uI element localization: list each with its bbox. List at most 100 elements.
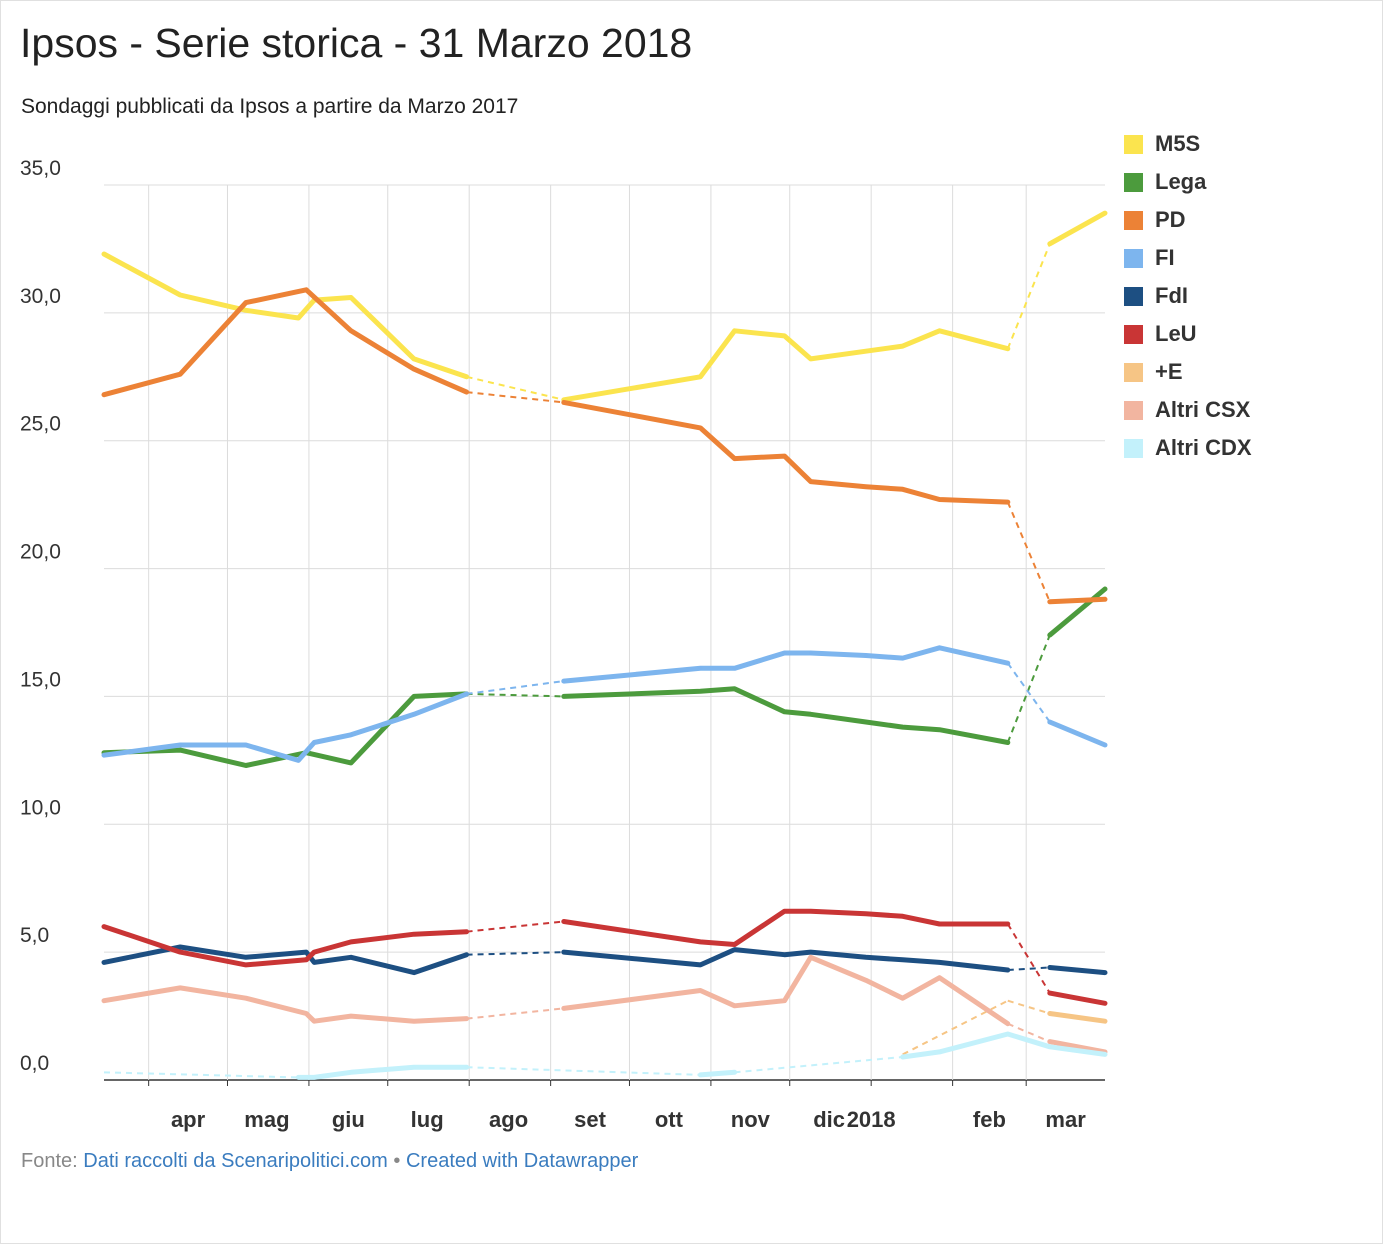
data-point: [698, 666, 702, 670]
series-line: [1047, 596, 1108, 605]
series-line: [1047, 586, 1108, 638]
data-point: [178, 743, 182, 747]
y-tick-label: 25,0: [20, 413, 61, 436]
data-point: [1006, 1032, 1010, 1036]
legend-swatch: [1124, 248, 1143, 268]
data-point: [864, 485, 868, 489]
data-point: [1048, 242, 1052, 246]
data-point: [349, 940, 353, 944]
data-point: [412, 712, 416, 716]
data-point: [244, 955, 248, 959]
data-point: [698, 426, 702, 430]
data-point: [1103, 587, 1107, 591]
data-point: [349, 1014, 353, 1018]
series-altri-cdx: [102, 1031, 1108, 1080]
data-point: [733, 687, 737, 691]
legend-label: M5S: [1155, 131, 1201, 156]
data-point: [1103, 1001, 1107, 1005]
data-point: [102, 252, 106, 256]
legend-item: FI: [1124, 239, 1252, 277]
data-point: [562, 1006, 566, 1010]
series-gap-segment: [466, 951, 564, 956]
data-point: [937, 1050, 941, 1054]
series-gap-segment: [1007, 999, 1051, 1015]
series-gap-segment: [466, 375, 565, 401]
data-point: [809, 651, 813, 655]
series-line: [1047, 990, 1108, 1006]
data-point: [1048, 1012, 1052, 1016]
series-gap-segment: [1007, 966, 1050, 972]
y-tick-label: 15,0: [20, 668, 61, 691]
data-point: [782, 999, 786, 1003]
data-point: [244, 743, 248, 747]
data-point: [733, 948, 737, 952]
data-point: [937, 728, 941, 732]
x-tick-label: dic: [813, 1107, 845, 1132]
data-point: [698, 989, 702, 993]
data-point: [782, 710, 786, 714]
data-point: [901, 914, 905, 918]
data-point: [1103, 1019, 1107, 1023]
series-line: [1047, 1039, 1108, 1055]
series-line: [697, 1069, 738, 1078]
data-point: [809, 909, 813, 913]
legend-item: Altri CDX: [1124, 429, 1252, 467]
data-point: [349, 296, 353, 300]
series-leu: [101, 908, 1108, 1006]
data-point: [465, 390, 469, 394]
chart-title: Ipsos - Serie storica - 31 Marzo 2018: [20, 20, 693, 66]
data-point: [102, 1070, 106, 1074]
data-point: [296, 316, 300, 320]
series-gap-segment: [734, 1055, 903, 1074]
series-line: [561, 947, 1011, 973]
x-tick-label: apr: [171, 1107, 206, 1132]
legend-label: +E: [1155, 359, 1183, 384]
data-point: [178, 950, 182, 954]
data-point: [349, 761, 353, 765]
data-point: [1006, 740, 1010, 744]
data-point: [1103, 743, 1107, 747]
data-point: [1048, 633, 1052, 637]
data-point: [864, 349, 868, 353]
data-point: [1006, 922, 1010, 926]
series-gap-segment: [1006, 501, 1051, 603]
data-point: [349, 955, 353, 959]
legend-swatch: [1124, 172, 1143, 192]
series-gap-segment: [1006, 243, 1051, 350]
series-gap-segment: [466, 1007, 564, 1020]
data-point: [178, 293, 182, 297]
data-point: [1006, 661, 1010, 665]
data-point: [733, 1070, 737, 1074]
data-point: [465, 1065, 469, 1069]
data-point: [1048, 1045, 1052, 1049]
data-point: [1006, 1022, 1010, 1026]
data-point: [698, 963, 702, 967]
series-fdi: [101, 944, 1108, 976]
data-point: [901, 958, 905, 962]
series-line: [295, 1064, 470, 1080]
series-line: [561, 399, 1011, 505]
data-point: [1048, 1040, 1052, 1044]
x-tick-label: giu: [332, 1107, 365, 1132]
footer-source-link[interactable]: Dati raccolti da Scenaripolitici.com: [83, 1150, 388, 1172]
data-point: [412, 367, 416, 371]
data-point: [412, 1065, 416, 1069]
series-line: [101, 924, 470, 968]
data-point: [864, 978, 868, 982]
data-point: [349, 329, 353, 333]
series--e: [902, 999, 1108, 1056]
series-gap-segment: [466, 391, 564, 404]
data-point: [901, 487, 905, 491]
series-line: [561, 328, 1011, 403]
series-line: [561, 908, 1011, 947]
data-point: [782, 909, 786, 913]
series-pd: [101, 287, 1108, 605]
footer-credit-link[interactable]: Created with Datawrapper: [405, 1150, 639, 1172]
data-point: [937, 922, 941, 926]
legend-swatch: [1124, 210, 1143, 230]
data-point: [809, 955, 813, 959]
x-tick-label: lug: [411, 1107, 444, 1132]
data-point: [1048, 991, 1052, 995]
data-point: [178, 986, 182, 990]
data-point: [244, 301, 248, 305]
